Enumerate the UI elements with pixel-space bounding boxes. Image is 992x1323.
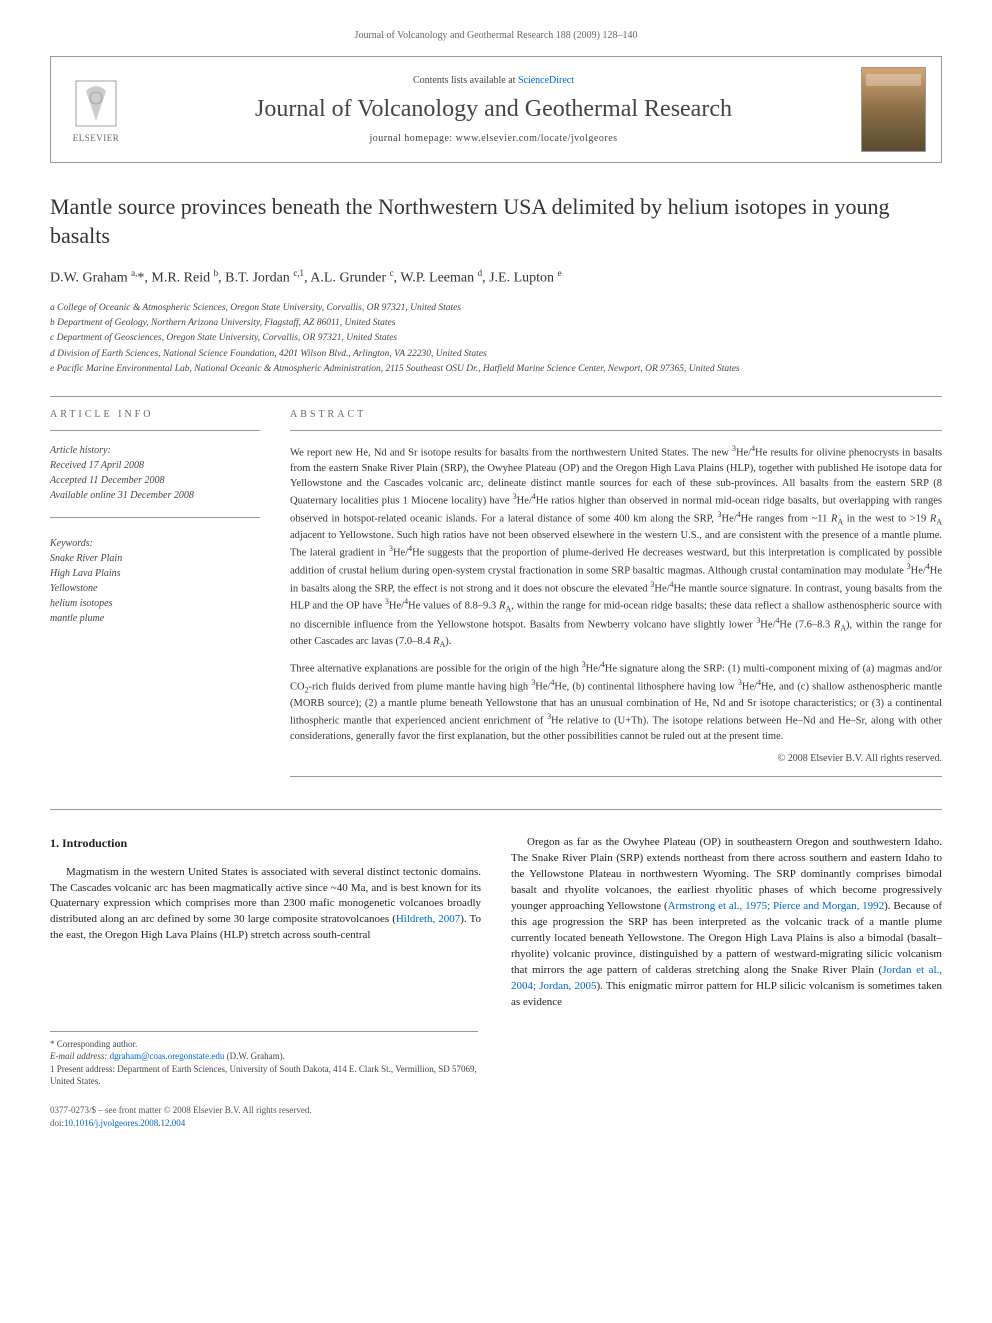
history-accepted: Accepted 11 December 2008 xyxy=(50,473,260,488)
keywords-block: Keywords: Snake River Plain High Lava Pl… xyxy=(50,536,260,626)
divider xyxy=(50,396,942,397)
journal-cover-thumbnail xyxy=(861,67,926,152)
history-label: Article history: xyxy=(50,443,260,458)
email-suffix: (D.W. Graham). xyxy=(224,1051,284,1061)
body-column-right: Oregon as far as the Owyhee Plateau (OP)… xyxy=(511,835,942,1010)
article-info-heading: ARTICLE INFO xyxy=(50,409,260,420)
affiliations: a College of Oceanic & Atmospheric Scien… xyxy=(50,301,942,376)
doi-link[interactable]: 10.1016/j.jvolgeores.2008.12.004 xyxy=(64,1118,185,1128)
body-column-left: 1. Introduction Magmatism in the western… xyxy=(50,835,481,1010)
homepage-prefix: journal homepage: xyxy=(369,133,455,144)
affiliation: c Department of Geosciences, Oregon Stat… xyxy=(50,331,942,345)
contents-prefix: Contents lists available at xyxy=(413,75,518,86)
affiliation: b Department of Geology, Northern Arizon… xyxy=(50,316,942,330)
keywords-label: Keywords: xyxy=(50,536,260,551)
divider xyxy=(50,430,260,431)
body-paragraph: Magmatism in the western United States i… xyxy=(50,865,481,945)
article-title: Mantle source provinces beneath the Nort… xyxy=(50,193,942,250)
present-address-note: 1 Present address: Department of Earth S… xyxy=(50,1063,478,1088)
keyword: High Lava Plains xyxy=(50,566,260,581)
author-list: D.W. Graham a,*, M.R. Reid b, B.T. Jorda… xyxy=(50,268,942,287)
keyword: Yellowstone xyxy=(50,581,260,596)
abstract-copyright: © 2008 Elsevier B.V. All rights reserved… xyxy=(290,752,942,767)
footnotes: * Corresponding author. E-mail address: … xyxy=(50,1031,478,1088)
sciencedirect-link[interactable]: ScienceDirect xyxy=(518,75,574,86)
history-online: Available online 31 December 2008 xyxy=(50,488,260,503)
journal-name: Journal of Volcanology and Geothermal Re… xyxy=(126,96,861,123)
affiliation: d Division of Earth Sciences, National S… xyxy=(50,347,942,361)
history-received: Received 17 April 2008 xyxy=(50,458,260,473)
body-columns: 1. Introduction Magmatism in the western… xyxy=(50,835,942,1010)
contents-line: Contents lists available at ScienceDirec… xyxy=(126,75,861,86)
divider xyxy=(290,430,942,431)
section-heading: 1. Introduction xyxy=(50,835,481,852)
issn-line: 0377-0273/$ – see front matter © 2008 El… xyxy=(50,1104,942,1117)
divider xyxy=(50,517,260,518)
article-history: Article history: Received 17 April 2008 … xyxy=(50,443,260,503)
body-paragraph: Oregon as far as the Owyhee Plateau (OP)… xyxy=(511,835,942,1010)
keyword: helium isotopes xyxy=(50,596,260,611)
elsevier-logo: ELSEVIER xyxy=(66,75,126,145)
keyword: mantle plume xyxy=(50,611,260,626)
abstract-heading: ABSTRACT xyxy=(290,409,942,420)
homepage-line: journal homepage: www.elsevier.com/locat… xyxy=(126,133,861,144)
email-label: E-mail address: xyxy=(50,1051,110,1061)
abstract-para: We report new He, Nd and Sr isotope resu… xyxy=(290,443,942,651)
divider xyxy=(290,776,942,777)
email-line: E-mail address: dgraham@coas.oregonstate… xyxy=(50,1050,478,1063)
affiliation: e Pacific Marine Environmental Lab, Nati… xyxy=(50,362,942,376)
abstract-para: Three alternative explanations are possi… xyxy=(290,659,942,744)
publisher-name: ELSEVIER xyxy=(73,133,120,143)
doi-label: doi: xyxy=(50,1118,64,1128)
running-head: Journal of Volcanology and Geothermal Re… xyxy=(50,30,942,41)
affiliation: a College of Oceanic & Atmospheric Scien… xyxy=(50,301,942,315)
homepage-url: www.elsevier.com/locate/jvolgeores xyxy=(456,133,618,144)
abstract-text: We report new He, Nd and Sr isotope resu… xyxy=(290,443,942,766)
email-link[interactable]: dgraham@coas.oregonstate.edu xyxy=(110,1051,225,1061)
corresponding-author-note: * Corresponding author. xyxy=(50,1038,478,1051)
keyword: Snake River Plain xyxy=(50,551,260,566)
footer-bar: 0377-0273/$ – see front matter © 2008 El… xyxy=(50,1104,942,1129)
journal-banner: ELSEVIER Contents lists available at Sci… xyxy=(50,56,942,163)
divider xyxy=(50,809,942,810)
